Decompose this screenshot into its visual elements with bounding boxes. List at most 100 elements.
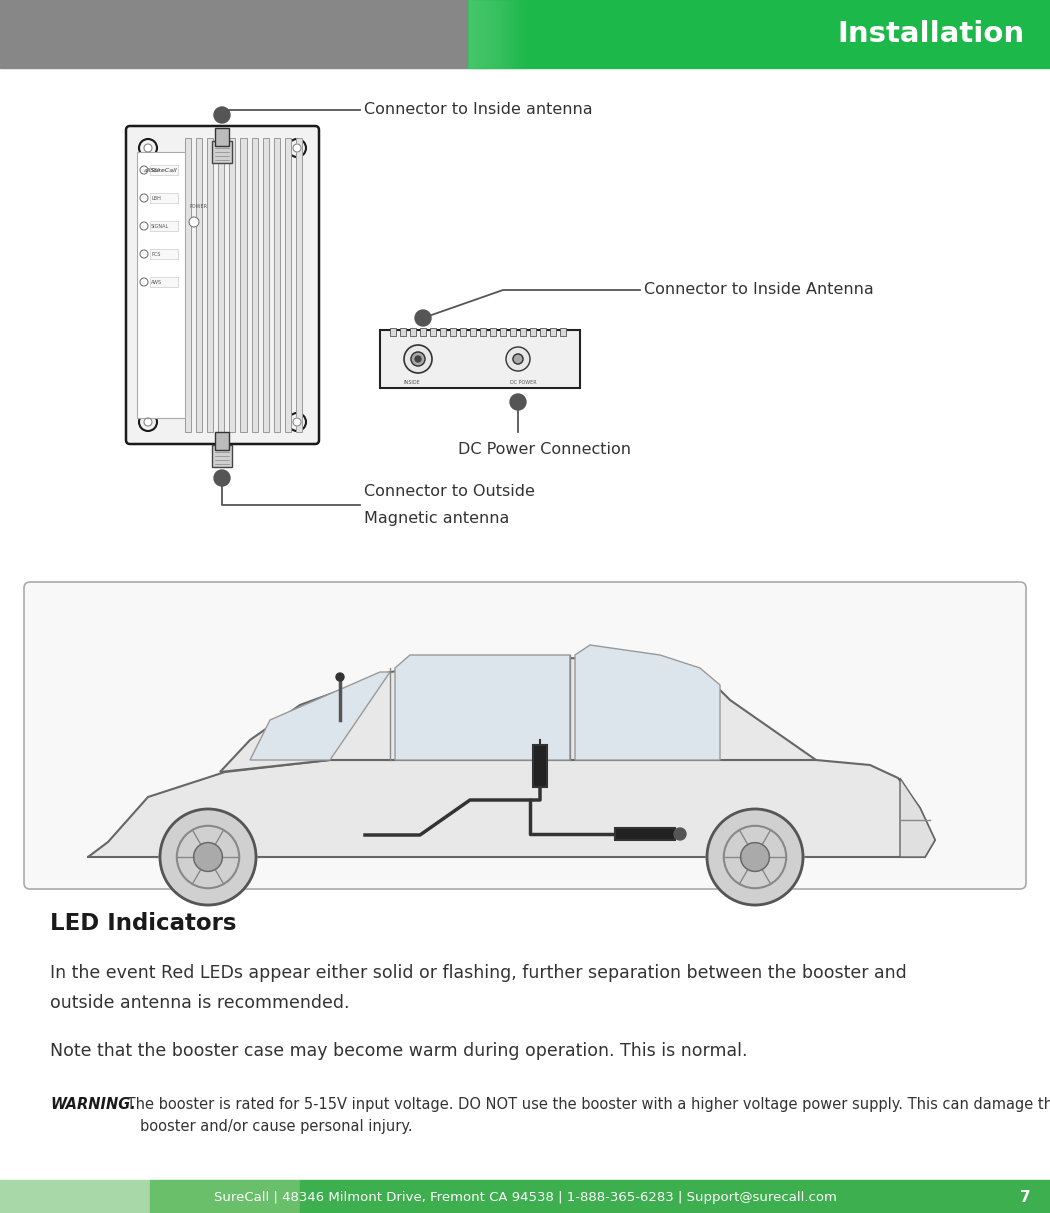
- Bar: [450, 328, 456, 336]
- Text: The booster is rated for 5-15V input voltage. DO NOT use the booster with a high: The booster is rated for 5-15V input vol…: [122, 1097, 1050, 1112]
- Bar: [510, 328, 516, 336]
- Bar: [533, 745, 547, 787]
- Bar: [150, 1180, 300, 1213]
- Text: INSIDE: INSIDE: [404, 380, 421, 385]
- Circle shape: [674, 828, 686, 839]
- Text: AWS: AWS: [151, 279, 162, 285]
- Text: LBA: LBA: [151, 167, 161, 172]
- Bar: [285, 138, 291, 432]
- Circle shape: [513, 354, 523, 364]
- Text: WARNING.: WARNING.: [50, 1097, 135, 1112]
- Circle shape: [189, 217, 200, 227]
- Text: SIGNAL: SIGNAL: [151, 223, 169, 228]
- Bar: [150, 193, 178, 203]
- Circle shape: [707, 809, 803, 905]
- Bar: [468, 0, 1050, 68]
- Text: Connector to Inside antenna: Connector to Inside antenna: [364, 103, 592, 118]
- FancyBboxPatch shape: [126, 126, 319, 444]
- Bar: [430, 328, 436, 336]
- Polygon shape: [250, 672, 390, 761]
- Text: Connector to Inside Antenna: Connector to Inside Antenna: [644, 283, 874, 297]
- Circle shape: [740, 843, 770, 871]
- Text: Installation: Installation: [838, 19, 1025, 49]
- Bar: [540, 328, 546, 336]
- Circle shape: [293, 418, 301, 426]
- Bar: [215, 129, 229, 146]
- Circle shape: [140, 278, 148, 286]
- Text: LBH: LBH: [151, 195, 161, 200]
- Circle shape: [415, 311, 430, 326]
- Text: 7: 7: [1020, 1190, 1030, 1205]
- Bar: [150, 249, 178, 260]
- Text: POWER: POWER: [189, 205, 207, 210]
- Text: PCS: PCS: [151, 251, 161, 256]
- Bar: [530, 328, 536, 336]
- Circle shape: [140, 166, 148, 173]
- Bar: [212, 141, 232, 163]
- Text: In the event Red LEDs appear either solid or flashing, further separation betwee: In the event Red LEDs appear either soli…: [50, 964, 907, 983]
- Bar: [296, 138, 302, 432]
- Circle shape: [214, 107, 230, 123]
- Bar: [0, 1180, 150, 1213]
- Text: Note that the booster case may become warm during operation. This is normal.: Note that the booster case may become wa…: [50, 1042, 748, 1060]
- Bar: [560, 328, 566, 336]
- Text: DC POWER: DC POWER: [509, 380, 537, 385]
- Bar: [0, 0, 468, 68]
- Circle shape: [404, 344, 432, 374]
- Bar: [460, 328, 466, 336]
- Circle shape: [140, 222, 148, 230]
- Bar: [207, 138, 213, 432]
- Bar: [150, 277, 178, 287]
- Circle shape: [415, 355, 421, 361]
- Bar: [550, 328, 556, 336]
- Circle shape: [288, 412, 306, 431]
- Text: booster and/or cause personal injury.: booster and/or cause personal injury.: [140, 1120, 413, 1134]
- Polygon shape: [395, 655, 570, 761]
- Polygon shape: [900, 778, 934, 858]
- Bar: [615, 828, 675, 839]
- Bar: [520, 328, 526, 336]
- Circle shape: [140, 194, 148, 203]
- Bar: [150, 221, 178, 230]
- Circle shape: [288, 139, 306, 156]
- Bar: [410, 328, 416, 336]
- Circle shape: [139, 412, 157, 431]
- Polygon shape: [220, 657, 816, 771]
- Bar: [470, 328, 476, 336]
- Bar: [440, 328, 446, 336]
- Text: SureCall | 48346 Milmont Drive, Fremont CA 94538 | 1-888-365-6283 | Support@sure: SureCall | 48346 Milmont Drive, Fremont …: [213, 1190, 837, 1203]
- Bar: [229, 138, 235, 432]
- Bar: [150, 165, 178, 175]
- Bar: [252, 138, 257, 432]
- Text: outside antenna is recommended.: outside antenna is recommended.: [50, 993, 350, 1012]
- Bar: [390, 328, 396, 336]
- Bar: [500, 328, 506, 336]
- Bar: [240, 138, 247, 432]
- Circle shape: [160, 809, 256, 905]
- Circle shape: [510, 394, 526, 410]
- Text: LED Indicators: LED Indicators: [50, 912, 236, 935]
- Bar: [136, 152, 185, 418]
- Circle shape: [144, 144, 152, 152]
- Circle shape: [140, 250, 148, 258]
- Circle shape: [336, 673, 344, 680]
- Bar: [262, 138, 269, 432]
- Bar: [300, 1180, 1050, 1213]
- Text: Magnetic antenna: Magnetic antenna: [364, 511, 509, 525]
- Bar: [196, 138, 203, 432]
- Bar: [274, 138, 280, 432]
- Bar: [490, 328, 496, 336]
- FancyBboxPatch shape: [24, 582, 1026, 889]
- Circle shape: [214, 469, 230, 486]
- Circle shape: [144, 418, 152, 426]
- Circle shape: [411, 352, 425, 366]
- Bar: [212, 445, 232, 467]
- Bar: [215, 432, 229, 450]
- Bar: [185, 138, 191, 432]
- Bar: [400, 328, 406, 336]
- Text: allSureCall: allSureCall: [144, 167, 177, 172]
- Bar: [420, 328, 426, 336]
- Text: Connector to Outside: Connector to Outside: [364, 484, 534, 500]
- Circle shape: [193, 843, 223, 871]
- Text: DC Power Connection: DC Power Connection: [458, 443, 631, 457]
